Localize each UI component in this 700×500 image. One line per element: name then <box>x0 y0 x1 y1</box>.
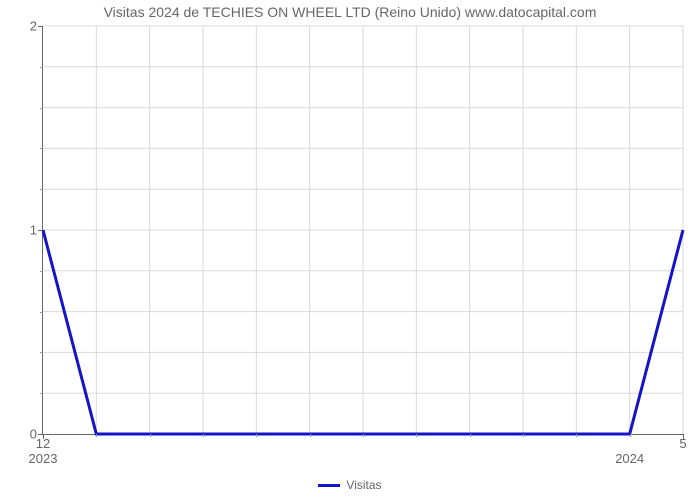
legend: Visitas <box>0 478 700 492</box>
y-minor-tick <box>40 67 43 68</box>
x-minor-tick <box>576 434 577 437</box>
x-minor-tick <box>256 434 257 437</box>
chart-container: { "chart": { "type": "line", "title": "V… <box>0 0 700 500</box>
y-minor-tick <box>40 108 43 109</box>
y-minor-tick <box>40 271 43 272</box>
series-line <box>43 26 683 434</box>
y-minor-tick <box>40 148 43 149</box>
y-tick-label: 2 <box>30 19 43 34</box>
x-tick-label: 12 <box>36 434 50 451</box>
y-minor-tick <box>40 189 43 190</box>
x-minor-tick <box>470 434 471 437</box>
x-minor-tick <box>150 434 151 437</box>
y-minor-tick <box>40 393 43 394</box>
x-tick-label: 5 <box>679 434 686 451</box>
x-minor-tick <box>203 434 204 437</box>
y-minor-tick <box>40 312 43 313</box>
y-minor-tick <box>40 352 43 353</box>
x-minor-tick <box>416 434 417 437</box>
x-minor-tick <box>523 434 524 437</box>
x-minor-tick <box>310 434 311 437</box>
x-minor-tick <box>96 434 97 437</box>
legend-label: Visitas <box>346 478 381 492</box>
x-year-label: 2024 <box>615 451 644 466</box>
chart-title: Visitas 2024 de TECHIES ON WHEEL LTD (Re… <box>0 4 700 20</box>
y-tick-label: 1 <box>30 223 43 238</box>
x-minor-tick <box>630 434 631 437</box>
x-year-label: 2023 <box>29 451 58 466</box>
x-minor-tick <box>363 434 364 437</box>
legend-swatch <box>318 484 340 487</box>
plot-area: 01212520232024 <box>42 26 683 435</box>
